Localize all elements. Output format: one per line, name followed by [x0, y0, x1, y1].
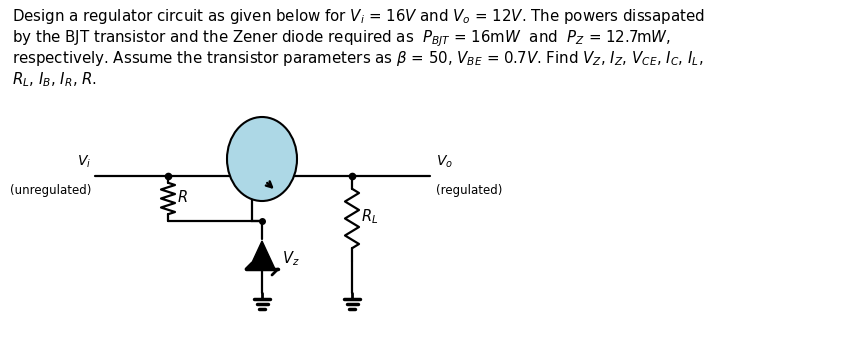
- Text: $V_i$: $V_i$: [77, 154, 91, 170]
- Ellipse shape: [227, 117, 297, 201]
- Text: $R_L$, $I_B$, $I_R$, $R$.: $R_L$, $I_B$, $I_R$, $R$.: [12, 70, 97, 89]
- Text: by the BJT transistor and the Zener diode required as  $P_{BJT}$ = 16m$W$  and  : by the BJT transistor and the Zener diod…: [12, 28, 671, 48]
- Text: $R$: $R$: [177, 188, 188, 205]
- Text: (regulated): (regulated): [436, 184, 503, 197]
- Text: Design a regulator circuit as given below for $V_i$ = 16$V$ and $V_o$ = 12$V$. T: Design a regulator circuit as given belo…: [12, 7, 705, 26]
- Text: $R_L$: $R_L$: [361, 207, 378, 226]
- Text: (unregulated): (unregulated): [9, 184, 91, 197]
- Polygon shape: [249, 241, 275, 269]
- Text: respectively. Assume the transistor parameters as $\beta$ = 50, $V_{BE}$ = 0.7$V: respectively. Assume the transistor para…: [12, 49, 704, 68]
- Text: $V_o$: $V_o$: [436, 154, 453, 170]
- Text: $V_z$: $V_z$: [282, 250, 299, 269]
